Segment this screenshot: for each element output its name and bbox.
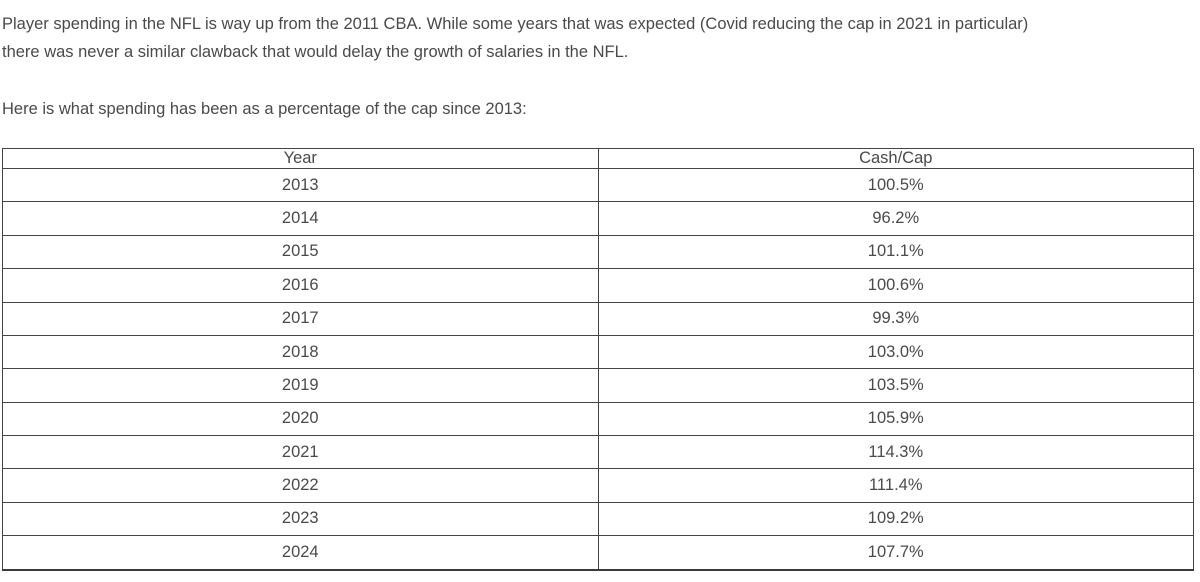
year-cell: 2013 xyxy=(2,167,599,203)
table-row: 2018 103.0% xyxy=(2,334,1194,370)
table-row: 2019 103.5% xyxy=(2,368,1194,403)
year-cell: 2024 xyxy=(2,535,599,571)
intro-line-2: there was never a similar clawback that … xyxy=(2,43,629,61)
year-cell: 2021 xyxy=(2,434,599,470)
table-row: 2015 101.1% xyxy=(2,234,1194,270)
cashcap-cell: 100.6% xyxy=(597,268,1194,303)
cash-cap-table: Year Cash/Cap 2013 100.5% 2014 96.2% 201… xyxy=(2,148,1194,571)
table-row: 2021 114.3% xyxy=(2,434,1194,470)
year-cell: 2022 xyxy=(2,468,599,503)
table-row: 2022 111.4% xyxy=(2,468,1194,503)
intro-line-1: Player spending in the NFL is way up fro… xyxy=(2,15,1029,33)
year-cell: 2014 xyxy=(2,201,599,236)
year-cell: 2015 xyxy=(2,234,599,270)
cashcap-cell: 107.7% xyxy=(597,535,1194,571)
year-cell: 2016 xyxy=(2,268,599,303)
cashcap-cell: 111.4% xyxy=(597,468,1194,503)
table-row: 2013 100.5% xyxy=(2,167,1194,203)
year-column-header: Year xyxy=(2,148,599,169)
table-header: Year Cash/Cap xyxy=(2,148,1194,169)
year-cell: 2018 xyxy=(2,334,599,370)
cashcap-cell: 103.0% xyxy=(597,334,1194,370)
cashcap-cell: 100.5% xyxy=(597,167,1194,203)
year-cell: 2017 xyxy=(2,301,599,336)
cashcap-cell: 114.3% xyxy=(597,434,1194,470)
cashcap-cell: 99.3% xyxy=(597,301,1194,336)
year-cell: 2020 xyxy=(2,401,599,437)
subtitle-text: Here is what spending has been as a perc… xyxy=(2,100,527,118)
table-body: 2013 100.5% 2014 96.2% 2015 101.1% 2016 … xyxy=(2,167,1194,571)
cashcap-column-header: Cash/Cap xyxy=(597,148,1194,169)
table-header-row: Year Cash/Cap xyxy=(2,148,1194,169)
cashcap-cell: 103.5% xyxy=(597,368,1194,403)
cashcap-cell: 109.2% xyxy=(597,501,1194,537)
year-cell: 2019 xyxy=(2,368,599,403)
subtitle-paragraph: Here is what spending has been as a perc… xyxy=(2,95,1200,123)
cashcap-cell: 96.2% xyxy=(597,201,1194,236)
table-row: 2016 100.6% xyxy=(2,268,1194,303)
table-row: 2023 109.2% xyxy=(2,501,1194,537)
cashcap-cell: 101.1% xyxy=(597,234,1194,270)
table-row: 2014 96.2% xyxy=(2,201,1194,236)
year-cell: 2023 xyxy=(2,501,599,537)
table-row: 2020 105.9% xyxy=(2,401,1194,437)
table-row: 2017 99.3% xyxy=(2,301,1194,336)
cashcap-cell: 105.9% xyxy=(597,401,1194,437)
intro-paragraph: Player spending in the NFL is way up fro… xyxy=(2,10,1200,66)
table-row: 2024 107.7% xyxy=(2,535,1194,571)
